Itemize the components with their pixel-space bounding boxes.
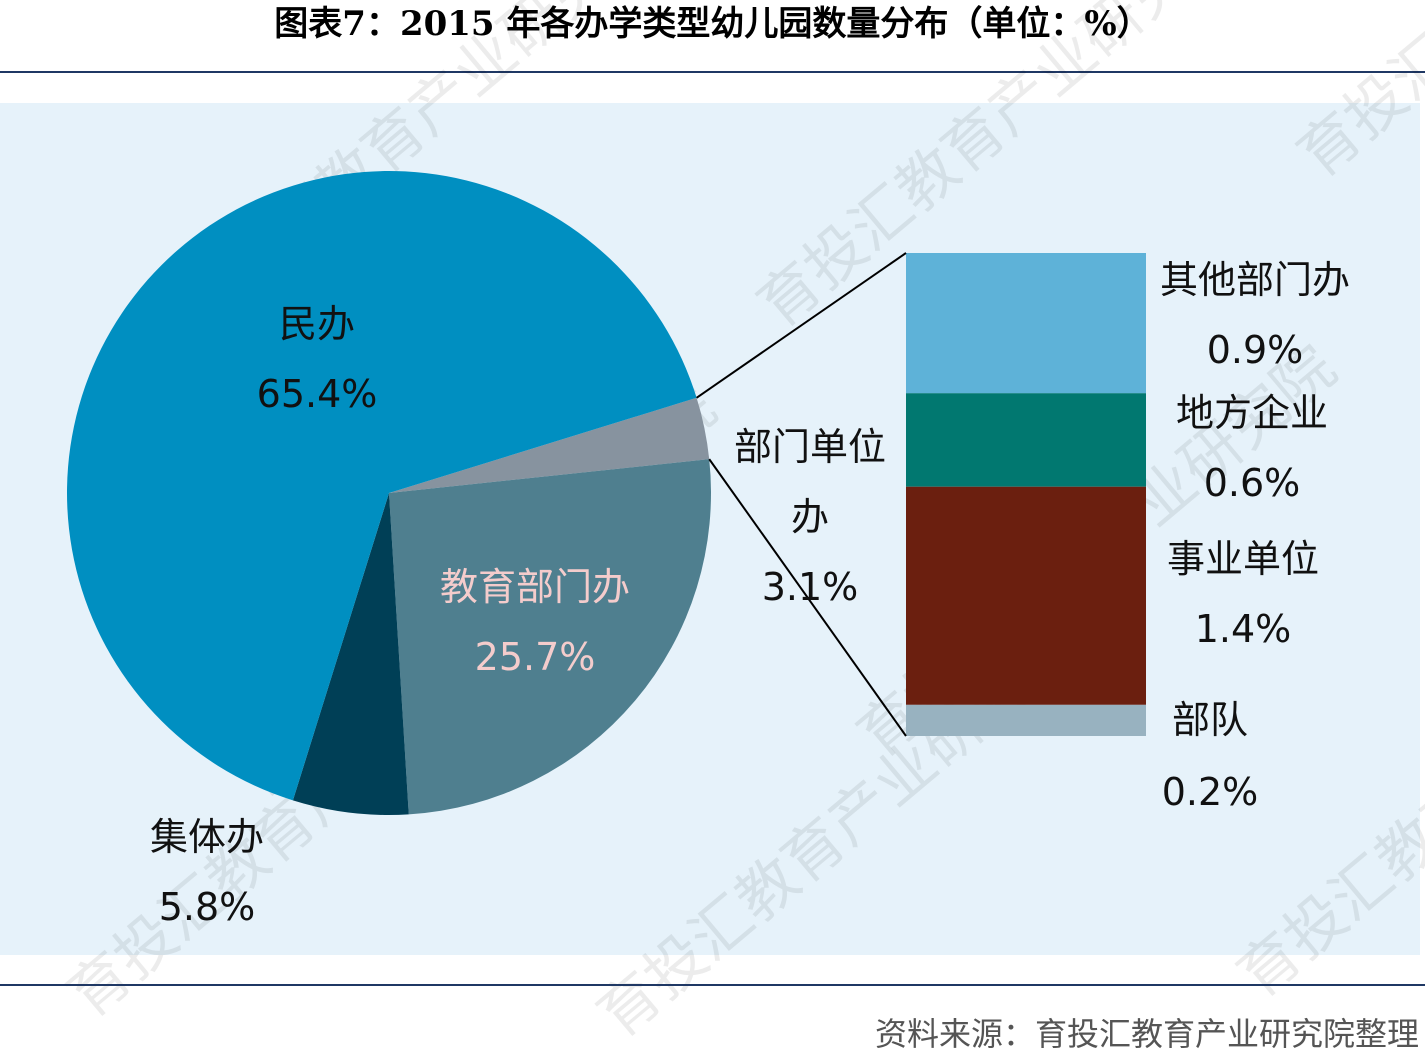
bar-label-name-0: 其他部门办 [1160,258,1350,302]
bottom-rule [0,984,1425,986]
pie-label-value-2: 25.7% [475,635,596,679]
pie-label-value-0: 65.4% [257,372,378,416]
pie-label-name-2: 教育部门办 [440,565,630,609]
bar-segment-0 [906,253,1146,394]
pie-label-value-3: 5.8% [159,885,256,929]
pie-label-name-1-line2: 办 [791,495,829,539]
top-rule [0,71,1425,73]
watermark-text: 育投汇教育产业研究院 [1285,0,1425,191]
bar-segment-3 [906,704,1146,736]
bar-label-value-1: 0.6% [1204,461,1301,505]
bar-segment-2 [906,486,1146,705]
pie-label-name-0: 民办 [279,302,355,346]
bar-label-value-2: 1.4% [1195,607,1292,651]
connector-layer [696,252,907,737]
connector-line-bottom [708,458,907,737]
pie-slice-3 [292,493,409,815]
bar-label-name-1: 地方企业 [1176,391,1328,435]
bar-segment-1 [906,393,1146,487]
pie-label-name-3: 集体办 [150,815,264,859]
pie-layer [67,170,711,815]
chart-title: 图表7：2015 年各办学类型幼儿园数量分布（单位：%） [274,4,1151,44]
pie-slice-0 [67,170,697,801]
breakdown-bar-layer [906,253,1146,736]
bar-label-value-3: 0.2% [1162,770,1259,814]
pie-slice-1 [389,397,710,493]
connector-line-top [696,252,907,399]
source-note: 资料来源：育投汇教育产业研究院整理 [874,1015,1419,1053]
pie-label-value-1: 3.1% [762,565,859,609]
bar-label-name-2: 事业单位 [1167,537,1319,581]
pie-label-name-1-line1: 部门单位 [734,425,886,469]
bar-label-value-0: 0.9% [1207,328,1304,372]
bar-label-name-3: 部队 [1172,698,1248,742]
pie-slice-2 [389,459,711,815]
